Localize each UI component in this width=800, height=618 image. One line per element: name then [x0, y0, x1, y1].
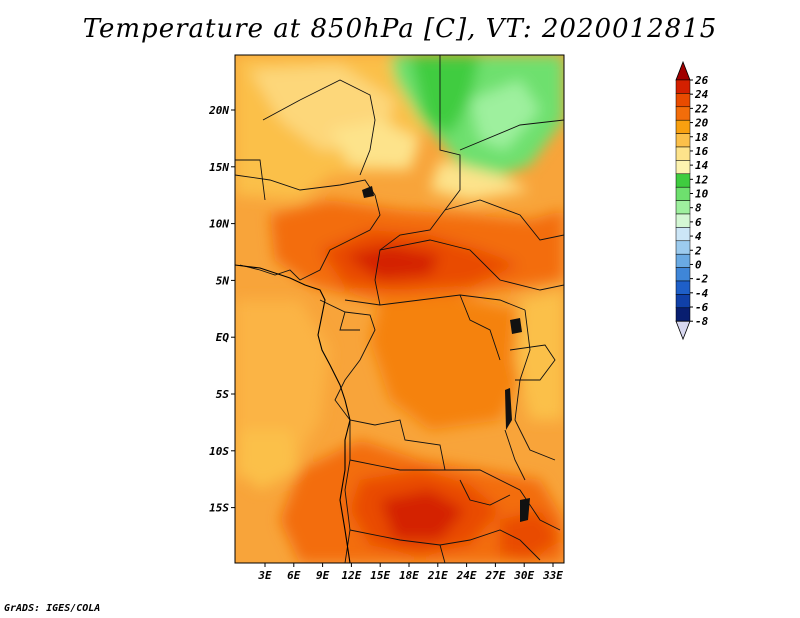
lat-tick-label: EQ: [216, 331, 230, 344]
field-ne-cool-patch: [470, 80, 540, 150]
colorbar-segment: [675, 307, 691, 322]
colorbar-segment: [675, 213, 691, 228]
colorbar-segment: [675, 93, 691, 108]
colorbar-label: 8: [695, 202, 702, 215]
colorbar-label: 26: [694, 74, 709, 87]
colorbar-label: -8: [695, 315, 709, 328]
colorbar-label: -4: [695, 287, 709, 300]
colorbar-label: 22: [694, 102, 709, 115]
lon-tick-label: 30E: [513, 569, 534, 582]
colorbar-label: 12: [695, 173, 709, 186]
field-atlantic-cool-patch: [238, 430, 300, 490]
lon-tick-label: 27E: [484, 569, 505, 582]
lat-tick-label: 10S: [209, 445, 229, 458]
colorbar-segment: [675, 200, 691, 215]
temperature-field: [235, 55, 564, 563]
lat-tick-label: 10N: [209, 218, 229, 231]
colorbar-segment: [675, 119, 691, 134]
lon-tick-label: 33E: [542, 569, 563, 582]
lon-tick-label: 18E: [399, 569, 419, 582]
colorbar-label: -2: [695, 273, 709, 286]
lat-tick-label: 20N: [208, 104, 229, 117]
atlantic-coastline: [235, 264, 351, 563]
map-frame: [234, 54, 565, 564]
colorbar-label: -6: [695, 301, 709, 314]
lon-tick-label: 21E: [427, 569, 448, 582]
colorbar-segment: [675, 280, 691, 295]
colorbar-segment: [675, 160, 691, 175]
colorbar-segment: [675, 173, 691, 188]
colorbar-label: 16: [695, 145, 709, 158]
colorbar-label: 10: [695, 188, 709, 201]
field-ne-12-14: [410, 55, 480, 135]
lon-tick-label: 24E: [456, 569, 477, 582]
colorbar-segment: [675, 227, 691, 242]
lat-tick-label: 5S: [216, 388, 230, 401]
map-title: Temperature at 850hPa [C], VT: 202001281…: [82, 14, 718, 44]
colorbar-label: 6: [695, 216, 702, 229]
colorbar-segment: [675, 106, 691, 121]
lon-tick-label: 9E: [316, 569, 330, 582]
latitude-axis: 20N 15N 10N 5N EQ 5S 10S 15S: [208, 104, 235, 515]
colorbar-label: 20: [694, 117, 709, 130]
longitude-axis: 3E 6E 9E 12E 15E 18E 21E 24E 27E 30E 33E: [257, 563, 563, 582]
lon-tick-label: 3E: [257, 569, 272, 582]
colorbar-segment: [675, 186, 691, 201]
country-borders: [235, 55, 564, 563]
field-congo-20-22: [370, 295, 530, 430]
grads-credit: GrADS: IGES/COLA: [4, 603, 101, 614]
colorbar-segment: [675, 267, 691, 282]
colorbar-segment: [675, 133, 691, 148]
lon-tick-label: 6E: [287, 569, 301, 582]
colorbar-label: 24: [694, 88, 709, 101]
colorbar-label: 2: [694, 244, 702, 257]
lat-tick-label: 5N: [216, 274, 230, 287]
colorbar-segment: [675, 253, 691, 268]
lon-tick-label: 12E: [341, 569, 361, 582]
lon-tick-label: 15E: [370, 569, 390, 582]
field-warm-belt-core: [345, 245, 440, 280]
field-ne-transition: [430, 160, 530, 200]
colorbar-segment: [675, 294, 691, 309]
colorbar-top-arrow: [675, 60, 691, 81]
lakes: [362, 186, 530, 522]
colorbar-label: 14: [695, 159, 709, 172]
colorbar-segment: [675, 146, 691, 161]
lat-tick-label: 15S: [209, 502, 229, 515]
colorbar-label: 18: [695, 131, 709, 144]
colorbar-label: 0: [695, 258, 702, 271]
colorbar-bottom-arrow: [675, 320, 691, 341]
colorbar-segment: [675, 240, 691, 255]
lat-tick-label: 15N: [209, 161, 229, 174]
colorbar-segment: [675, 79, 691, 94]
field-sahara-cool-patch: [330, 120, 420, 170]
field-east-highlands: [515, 290, 564, 420]
colorbar-label: 4: [695, 230, 702, 243]
field-south-core: [380, 490, 465, 540]
